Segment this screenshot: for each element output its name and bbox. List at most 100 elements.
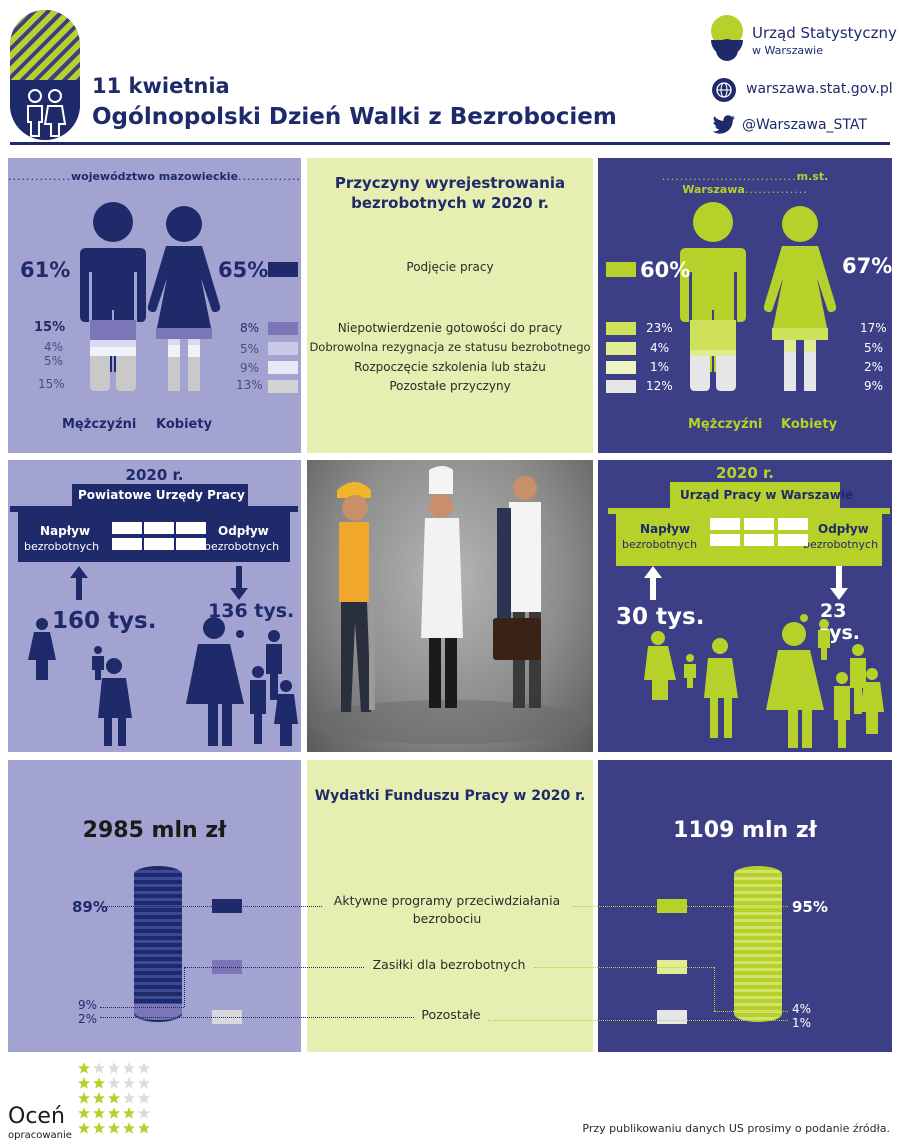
window — [744, 534, 774, 546]
maz-women-1: 8% — [240, 321, 260, 335]
maz-fund-total: 2985 mln zł — [82, 818, 227, 843]
reasons-title-2: bezrobotnych w 2020 r. — [351, 194, 549, 212]
twitter-handle[interactable]: @Warszawa_STAT — [742, 117, 867, 133]
window — [176, 522, 206, 534]
office-building — [10, 484, 298, 562]
fund-title: Wydatki Funduszu Pracy w 2020 r. — [314, 788, 586, 804]
waw-men-1: 23% — [646, 321, 673, 335]
maz-women-label: Kobiety — [156, 417, 213, 432]
waw-women-4: 9% — [864, 379, 884, 393]
website-link[interactable]: warszawa.stat.gov.pl — [746, 81, 893, 97]
region-label: ..............................m.st. Wars… — [661, 170, 829, 196]
woman-figure — [147, 206, 221, 391]
waw-women-1: 17% — [860, 321, 887, 335]
reason-item-3: Rozpoczęcie szkolenia lub stażu — [354, 360, 546, 374]
inflow-sub: bezrobotnych — [24, 540, 100, 553]
reasons-title-1: Przyczyny wyrejestrowania — [334, 174, 566, 192]
connector — [714, 967, 715, 1011]
org-sub: w Warszawie — [752, 44, 823, 57]
window — [176, 538, 206, 550]
inflow-sub: bezrobotnych — [622, 538, 698, 551]
fund-item-2: Pozostałe — [414, 1007, 488, 1022]
arrow-up-icon — [644, 566, 662, 600]
panel-waw-flows: 2020 r. Urząd Pracy w Warszawie Napływ b… — [598, 460, 892, 752]
legend-swatch-4 — [268, 380, 298, 393]
star-rating-icon[interactable] — [78, 1062, 158, 1140]
maz-women-0: 65% — [218, 258, 269, 282]
connector — [184, 967, 364, 968]
inflow-value: 160 tys. — [52, 608, 157, 634]
org-logo — [711, 15, 743, 61]
globe-icon — [712, 78, 736, 102]
connector — [714, 1011, 788, 1012]
rate-label[interactable]: Oceń — [8, 1104, 65, 1129]
legend-swatch-work — [606, 262, 636, 277]
people-silhouettes — [28, 617, 298, 746]
woman-figure — [763, 206, 837, 391]
legend-swatch-work — [268, 262, 298, 277]
connector — [100, 1007, 184, 1008]
connector — [488, 1020, 788, 1021]
panel-waw-reasons: ..............................m.st. Wars… — [598, 158, 892, 453]
flows-year: 2020 r. — [716, 464, 774, 482]
maz-coin-stack — [134, 866, 182, 1022]
maz-men-label: Mężczyźni — [62, 417, 137, 432]
arrow-down-icon — [230, 566, 248, 600]
window — [778, 534, 808, 546]
window — [112, 538, 142, 550]
reason-item-2: Dobrowolna rezygnacja ze statusu bezrobo… — [309, 340, 591, 354]
outflow-sub: bezrobotnych — [204, 540, 280, 553]
connector — [534, 967, 714, 968]
legend-swatch-4 — [606, 380, 636, 393]
maz-men-4: 15% — [38, 377, 65, 391]
outflow-sub: bezrobotnych — [803, 538, 879, 551]
inflow-label: Napływ — [40, 524, 91, 538]
fund-item-1: Zasiłki dla bezrobotnych — [364, 957, 534, 972]
connector — [100, 1017, 414, 1018]
waw-women-0: 67% — [842, 254, 893, 278]
waw-fund-pct-2: 1% — [792, 1016, 812, 1030]
inflow-label: Napływ — [640, 522, 691, 536]
header-rule — [10, 142, 890, 145]
window — [710, 534, 740, 546]
waw-women-2: 5% — [864, 341, 884, 355]
rate-sub: opracowanie — [8, 1130, 72, 1141]
workers-photo — [307, 460, 593, 752]
maz-men-2: 4% — [44, 340, 64, 354]
man-figure — [80, 202, 146, 391]
rating-widget[interactable] — [78, 1062, 158, 1140]
legend-swatch-3 — [268, 361, 298, 374]
waw-women-label: Kobiety — [781, 417, 838, 432]
people-silhouettes — [644, 614, 884, 748]
legend-swatch-1 — [606, 322, 636, 335]
connector — [100, 906, 322, 907]
outflow-label: Odpływ — [818, 522, 869, 536]
panel-reasons-legend — [307, 158, 593, 453]
reason-item-4: Pozostałe przyczyny — [389, 379, 511, 393]
waw-men-2: 4% — [650, 341, 670, 355]
twitter-icon — [712, 115, 735, 134]
maz-fund-pct-0: 89% — [72, 898, 108, 916]
source-note: Przy publikowaniu danych US prosimy o po… — [582, 1122, 890, 1135]
people-icon — [27, 89, 67, 137]
maz-women-4: 13% — [236, 378, 263, 392]
reason-item-1: Niepotwierdzenie gotowości do pracy — [337, 321, 563, 335]
maz-fund-pct-2: 2% — [78, 1012, 98, 1026]
panel-maz-reasons: ..............województwo mazowieckie...… — [8, 158, 301, 453]
waw-fund-total: 1109 mln zł — [673, 818, 817, 843]
inflow-value: 30 tys. — [616, 604, 705, 630]
window — [144, 522, 174, 534]
maz-men-0: 61% — [20, 258, 71, 282]
maz-women-2: 5% — [240, 342, 260, 356]
connector — [572, 906, 788, 907]
waw-fund-pct-1: 4% — [792, 1002, 812, 1016]
legend-swatch-1 — [268, 322, 298, 335]
legend-swatch-2 — [268, 342, 298, 355]
waw-men-4: 12% — [646, 379, 673, 393]
waw-men-3: 1% — [650, 360, 670, 374]
arrow-up-icon — [70, 566, 88, 600]
waw-men-0: 60% — [640, 258, 691, 282]
panel-maz-flows: 2020 r. Powiatowe Urzędy Pracy Napływ be… — [8, 460, 301, 752]
waw-women-3: 2% — [864, 360, 884, 374]
region-label: ..............województwo mazowieckie...… — [8, 170, 301, 183]
